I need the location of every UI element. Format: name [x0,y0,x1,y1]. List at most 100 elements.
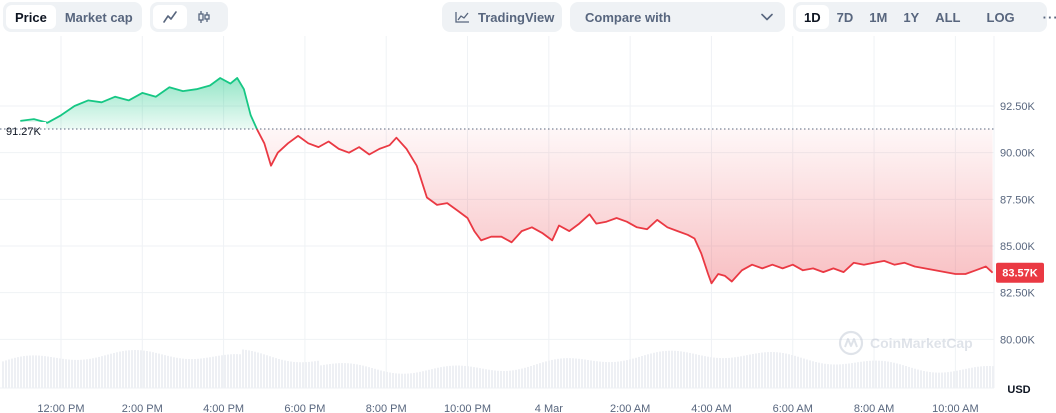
volume-bar [743,355,745,388]
compare-with-dropdown[interactable]: Compare with [570,2,785,32]
volume-bar [920,370,922,388]
price-chart[interactable]: CoinMarketCap 91.27K 80.00K82.50K85.00K8… [0,36,1056,413]
volume-bar [959,370,961,388]
volume-bar [365,366,367,388]
coinmarketcap-watermark: CoinMarketCap [838,330,973,356]
volume-bar [638,356,640,388]
volume-bar [362,365,364,388]
volume-bar [899,364,901,388]
volume-bar [968,368,970,388]
volume-bar [692,353,694,388]
volume-bar [176,357,178,388]
volume-bar [860,361,862,388]
volume-bar [866,361,868,388]
volume-bar [782,353,784,388]
currency-label: USD [1007,384,1030,396]
volume-bar [608,362,610,388]
volume-bar [434,368,436,388]
volume-bar [32,355,34,388]
volume-bar [887,361,889,388]
volume-bar [386,371,388,388]
volume-bar [92,358,94,388]
range-all-button[interactable]: ALL [935,9,961,25]
x-tick-label: 10:00 PM [444,403,491,413]
volume-bar [323,364,325,388]
volume-bar [347,363,349,388]
volume-bar [38,355,40,388]
volume-bar [983,366,985,388]
chevron-down-icon [761,13,773,21]
more-options-button[interactable]: ··· [1042,9,1056,25]
volume-bar [317,360,319,388]
market-cap-tab[interactable]: Market cap [64,9,133,25]
volume-bar [506,370,508,388]
volume-bar [11,358,13,388]
volume-bar [554,359,556,388]
volume-bar [170,356,172,388]
volume-bar [479,368,481,388]
volume-bar [137,350,139,388]
volume-bar [677,351,679,388]
line-chart-button[interactable] [153,5,187,29]
volume-bar [740,356,742,388]
volume-bar [662,351,664,388]
x-tick-label: 4:00 AM [691,403,731,413]
current-price-label: 83.57K [1002,268,1038,280]
price-line-up [20,77,258,130]
volume-bar [833,364,835,388]
volume-bar [152,352,154,388]
current-price-marker: 83.57K [996,262,1044,283]
volume-bar [266,355,268,388]
volume-bar [440,367,442,388]
volume-bar [509,370,511,388]
volume-bar [305,362,307,388]
volume-bar [914,368,916,388]
volume-bar [803,358,805,388]
log-scale-button[interactable]: LOG [986,9,1015,25]
volume-bar [641,356,643,388]
range-1d-button[interactable]: 1D [796,5,829,29]
volume-bar [707,356,709,388]
volume-bar [275,358,277,388]
volume-bar [800,357,802,388]
volume-bar [932,372,934,388]
line-chart-icon [163,11,177,23]
volume-bar [890,362,892,388]
volume-bar [629,359,631,388]
volume-bars [2,349,994,388]
volume-bar [500,370,502,388]
y-axis: 80.00K 82.50K 85.00K 87.50K 90.00K 92.50K [1000,101,1036,346]
volume-bar [512,370,514,388]
volume-bar [233,354,235,388]
volume-bar [734,357,736,388]
volume-bar [326,364,328,388]
volume-bar [299,362,301,388]
volume-bar [815,362,817,388]
volume-bar [647,354,649,388]
volume-bar [986,366,988,388]
x-tick-label: 8:00 AM [854,403,894,413]
tradingview-chart-icon [455,12,469,23]
volume-bar [953,371,955,388]
range-7d-button[interactable]: 7D [836,9,854,25]
range-1y-button[interactable]: 1Y [903,9,920,25]
volume-bar [125,350,127,388]
volume-bar [107,354,109,388]
volume-bar [116,352,118,388]
volume-bar [455,365,457,388]
volume-bar [320,365,322,388]
range-1m-button[interactable]: 1M [869,9,888,25]
volume-bar [521,368,523,388]
volume-bar [851,363,853,388]
volume-bar [41,355,43,388]
volume-bar [344,363,346,388]
volume-bar [131,350,133,388]
volume-bar [731,357,733,388]
volume-bar [545,361,547,388]
tradingview-button[interactable]: TradingView [442,2,562,32]
volume-bar [329,364,331,388]
volume-bar [425,370,427,388]
candlestick-button[interactable] [187,5,221,29]
price-tab[interactable]: Price [6,5,56,29]
volume-bar [614,361,616,388]
